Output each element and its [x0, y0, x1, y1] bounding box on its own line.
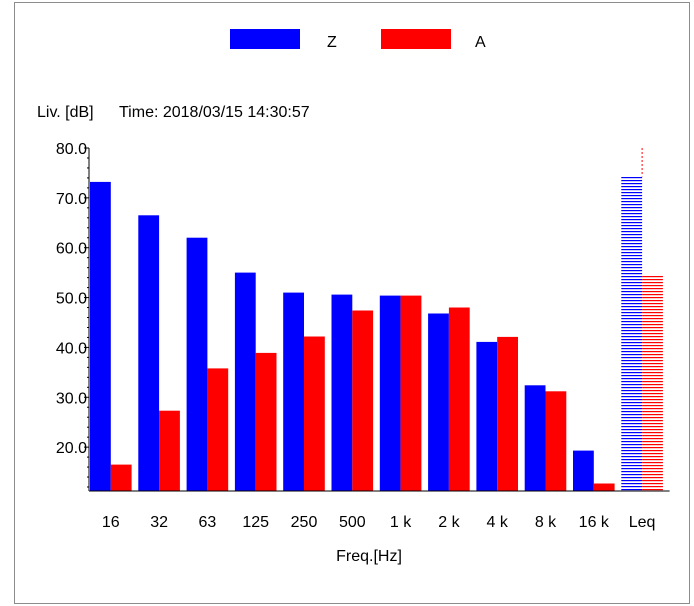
bar-z-125: [234, 272, 256, 491]
x-tick-label: 2 k: [438, 514, 460, 531]
bar-z-32: [138, 215, 160, 492]
y-tick-label: 60.0: [56, 241, 87, 258]
x-tick-label: 250: [291, 514, 318, 531]
x-axis-label: Freq.[Hz]: [336, 548, 402, 565]
bar-z-63: [186, 237, 208, 491]
legend-swatch-a: [381, 29, 451, 49]
x-axis-tick-labels: 16 32 63 125 250 500 1 k 2 k 4 k 8 k 16 k Leq: [102, 514, 656, 531]
bar-z-2k: [428, 313, 449, 491]
y-axis-label: Liv. [dB]: [37, 104, 94, 121]
bar-z-4k: [476, 341, 498, 491]
x-tick-label: 125: [242, 514, 269, 531]
timestamp-label: Time: 2018/03/15 14:30:57: [119, 104, 310, 121]
bar-a-500: [352, 310, 374, 491]
bar-z-8k: [524, 385, 546, 491]
x-tick-label: 4 k: [487, 514, 509, 531]
legend-label-a: A: [475, 34, 486, 51]
bar-z-1k: [379, 295, 401, 491]
bar-z-16: [90, 181, 111, 491]
x-tick-label: 1 k: [390, 514, 412, 531]
x-tick-label: 63: [199, 514, 217, 531]
bar-a-250: [304, 336, 325, 491]
bar-z-250: [283, 292, 304, 491]
bar-a-16: [110, 464, 132, 491]
bar-a-2k: [448, 307, 470, 491]
bar-a-125: [255, 352, 277, 491]
legend-label-z: Z: [327, 34, 337, 51]
bar-a-32: [159, 410, 180, 491]
x-tick-label: Leq: [629, 514, 656, 531]
bar-a-1k: [400, 295, 422, 491]
y-tick-label: 70.0: [56, 191, 87, 208]
bar-a-16k: [593, 483, 615, 491]
bar-a-leq: [642, 274, 663, 491]
y-tick-label: 20.0: [56, 440, 87, 457]
bar-z-leq: [621, 176, 643, 491]
bar-z-16k: [573, 450, 594, 491]
x-tick-label: 32: [150, 514, 168, 531]
bars: [90, 148, 663, 492]
bar-a-4k: [497, 336, 518, 491]
y-tick-label: 50.0: [56, 291, 87, 308]
y-tick-label: 40.0: [56, 340, 87, 357]
bar-a-63: [207, 368, 229, 491]
x-tick-label: 500: [339, 514, 366, 531]
legend-swatch-z: [230, 29, 300, 49]
x-tick-label: 16: [102, 514, 120, 531]
bar-a-8k: [545, 391, 567, 491]
bar-z-500: [331, 294, 353, 491]
x-tick-label: 16 k: [579, 514, 610, 531]
y-tick-label: 30.0: [56, 390, 87, 407]
x-tick-label: 8 k: [535, 514, 557, 531]
y-axis-ticks: 20.0 30.0 40.0 50.0 60.0 70.0 80.0: [56, 141, 89, 488]
y-tick-label: 80.0: [56, 141, 87, 158]
